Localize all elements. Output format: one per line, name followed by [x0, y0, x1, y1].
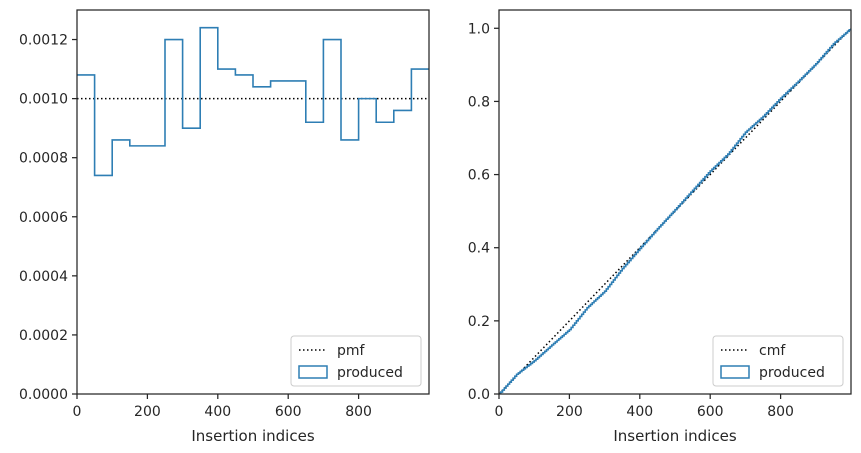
legend-label-produced: produced	[759, 365, 825, 381]
x-tick-label: 0	[495, 404, 504, 420]
y-tick-label: 0.8	[468, 94, 490, 110]
y-tick-label: 0.0012	[19, 33, 68, 49]
x-tick-label: 0	[73, 404, 82, 420]
legend-box	[290, 335, 422, 387]
legend-label-produced: produced	[337, 365, 403, 381]
series-line-produced	[77, 26, 429, 177]
legend: cmf produced	[712, 335, 844, 387]
chart-panel-2: 0 200 400 600 800 0.0 0.2 0.4 0.6 0.8 1.0 Insertion…	[468, 9, 852, 445]
series-line-cmf	[499, 27, 851, 394]
plot-area	[499, 27, 851, 394]
x-tick-label: 800	[345, 404, 372, 420]
y-tick-label: 0.6	[468, 168, 490, 184]
x-axis-label: Insertion indices	[613, 427, 736, 445]
x-tick-label: 200	[134, 404, 161, 420]
x-tick-label: 600	[275, 404, 302, 420]
series-line-produced	[499, 28, 851, 394]
y-tick-label: 0.0002	[19, 328, 68, 344]
x-tick-label: 800	[767, 404, 794, 420]
legend-label-cmf: cmf	[759, 343, 786, 359]
legend-label-pmf: pmf	[337, 343, 366, 359]
x-tick-label: 400	[204, 404, 231, 420]
chart-panel-1: 0 200 400 600 800 0.0000 0.0002 0.0004 0.0006 0.0…	[19, 9, 430, 445]
axes-frame	[76, 9, 430, 395]
legend: pmf produced	[290, 335, 422, 387]
x-axis-label: Insertion indices	[191, 427, 314, 445]
y-tick-label: 0.2	[468, 314, 490, 330]
x-tick-label: 600	[697, 404, 724, 420]
y-tick-label: 0.0000	[19, 387, 68, 403]
legend-box	[712, 335, 844, 387]
x-tick-label: 200	[556, 404, 583, 420]
y-tick-label: 0.0	[468, 387, 490, 403]
y-tick-label: 1.0	[468, 21, 490, 37]
legend-swatch-produced	[298, 365, 328, 379]
plot-area	[77, 26, 429, 177]
axes-frame	[498, 9, 852, 395]
y-tick-label: 0.0006	[19, 210, 68, 226]
y-tick-label: 0.4	[468, 241, 490, 257]
y-tick-label: 0.0010	[19, 92, 68, 108]
x-tick-label: 400	[626, 404, 653, 420]
y-tick-label: 0.0004	[19, 269, 68, 285]
y-tick-label: 0.0008	[19, 151, 68, 167]
legend-swatch-produced	[720, 365, 750, 379]
